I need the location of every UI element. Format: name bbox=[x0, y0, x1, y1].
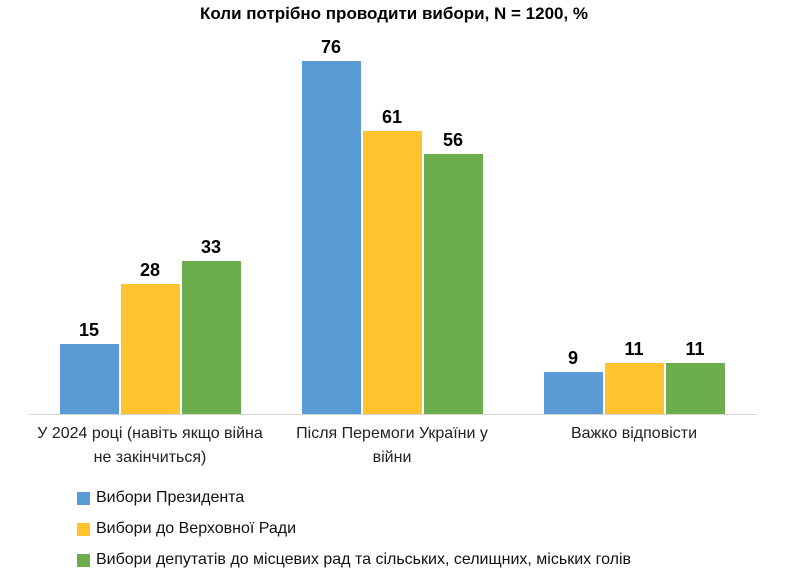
bar-group: 15 28 33 bbox=[29, 238, 271, 414]
bar-group: 9 11 11 bbox=[513, 340, 755, 414]
bar-value-label: 11 bbox=[624, 339, 644, 359]
bar-rect-yellow bbox=[120, 284, 180, 414]
bar: 33 bbox=[181, 237, 241, 414]
bar: 61 bbox=[362, 107, 422, 414]
x-axis-labels: У 2024 році (навіть якщо війна не закінч… bbox=[29, 422, 756, 470]
category-label: Важко відповісти bbox=[570, 425, 698, 442]
bar-value-label: 9 bbox=[567, 348, 578, 368]
legend: Вибори Президента Вибори до Верховної Рад… bbox=[77, 489, 631, 582]
bar-value-label: 11 bbox=[685, 339, 705, 359]
plot-groups: 15 28 33 76 61 56 9 11 11 bbox=[29, 32, 756, 414]
chart-title: Коли потрібно проводити вибори, N = 1200… bbox=[199, 4, 589, 23]
bar-value-label: 28 bbox=[139, 260, 161, 280]
bar-rect-blue bbox=[543, 372, 603, 414]
bar: 9 bbox=[543, 348, 603, 414]
legend-swatch-icon bbox=[77, 553, 90, 567]
bar-value-label: 76 bbox=[320, 37, 342, 57]
bar-rect-blue bbox=[59, 344, 119, 414]
legend-item-label: Вибори депутатів до місцевих рад та сіль… bbox=[96, 551, 631, 568]
bar: 15 bbox=[59, 320, 119, 414]
bar-group: 76 61 56 bbox=[271, 38, 513, 414]
bar: 56 bbox=[423, 130, 483, 414]
category-label: У 2024 році (навіть якщо війна не закінч… bbox=[37, 425, 263, 466]
bar-rect-green bbox=[181, 261, 241, 414]
legend-item-label: Вибори Президента bbox=[96, 489, 245, 506]
bar: 28 bbox=[120, 260, 180, 414]
legend-item: Вибори Президента bbox=[77, 489, 631, 507]
bar: 11 bbox=[665, 339, 725, 414]
legend-item-label: Вибори до Верховної Ради bbox=[96, 520, 297, 537]
plot-area: 15 28 33 76 61 56 9 11 11 bbox=[29, 32, 756, 415]
bar-rect-yellow bbox=[362, 131, 422, 414]
legend-swatch-icon bbox=[77, 522, 90, 536]
bar-value-label: 61 bbox=[381, 107, 403, 127]
legend-item: Вибори депутатів до місцевих рад та сіль… bbox=[77, 551, 631, 569]
legend-item: Вибори до Верховної Ради bbox=[77, 520, 631, 538]
category-label: Після Перемоги України у війни bbox=[296, 425, 488, 466]
bar-value-label: 15 bbox=[78, 320, 100, 340]
bar-value-label: 33 bbox=[200, 237, 222, 257]
legend-swatch-icon bbox=[77, 491, 90, 505]
bar: 11 bbox=[604, 339, 664, 414]
bar-rect-green bbox=[423, 154, 483, 414]
bar-value-label: 56 bbox=[442, 130, 464, 150]
bar-rect-blue bbox=[301, 61, 361, 414]
bar-rect-green bbox=[665, 363, 725, 414]
bar: 76 bbox=[301, 37, 361, 414]
bar-rect-yellow bbox=[604, 363, 664, 414]
